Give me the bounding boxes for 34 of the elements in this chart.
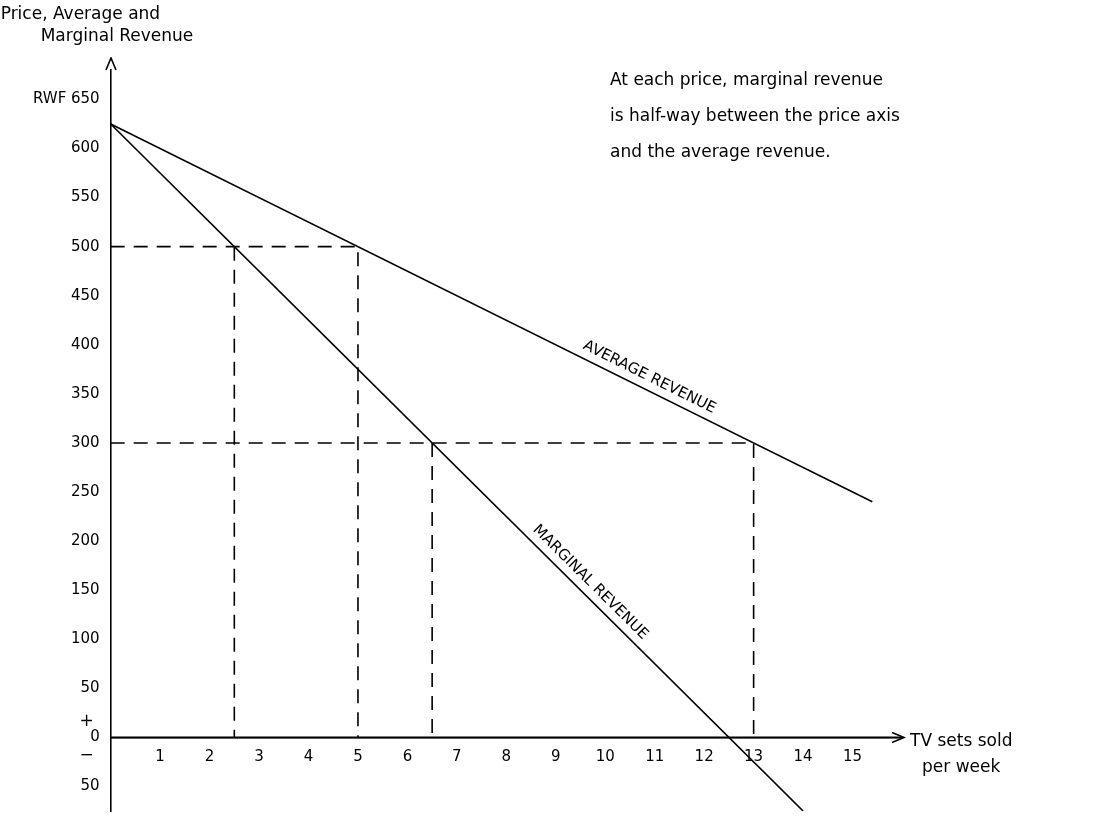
y-tick-label: 50	[80, 678, 100, 697]
y-tick-label: 400	[71, 334, 100, 353]
x-tick-label: 6	[402, 747, 413, 766]
y-tick-label: 150	[71, 580, 100, 599]
x-tick-label: 4	[303, 747, 314, 766]
y-tick-label: 350	[71, 383, 100, 402]
x-tick-label: 10	[595, 747, 615, 766]
y-axis-title: Price, Average and Marginal Revenue	[0, 2, 194, 45]
x-tick-label: 15	[843, 747, 863, 766]
y-tick-label: 50	[80, 776, 100, 795]
x-tick-label: 12	[694, 747, 714, 766]
y-tick-label: 250	[71, 481, 100, 500]
x-tick-label: 14	[793, 747, 813, 766]
x-tick-label: 3	[254, 747, 264, 766]
x-tick-label: 11	[645, 747, 665, 766]
y-tick-label: 500	[71, 236, 100, 255]
text: −	[79, 743, 94, 764]
x-tick-label: 2	[204, 747, 215, 766]
text: +	[79, 709, 94, 730]
y-tick-label: 550	[71, 187, 100, 206]
x-axis-title: TV sets sold per week	[909, 729, 1013, 776]
x-tick-label: 9	[551, 747, 561, 766]
x-tick-label: 5	[353, 747, 363, 766]
y-tick-label: 600	[71, 138, 100, 157]
y-tick-label: 200	[71, 530, 100, 549]
y-tick-label: 100	[71, 629, 100, 648]
x-tick-label: 7	[452, 747, 462, 766]
y-tick-label: 300	[71, 432, 100, 451]
y-tick-label: RWF 650	[32, 89, 100, 108]
y-tick-label: 450	[71, 285, 100, 304]
x-tick-label: 8	[501, 747, 512, 766]
annotation: At each price, marginal revenue is half-way between the price axis and the average revenue.	[610, 68, 901, 161]
y-tick-label: 0	[90, 727, 100, 746]
x-tick-label: 1	[155, 747, 165, 766]
